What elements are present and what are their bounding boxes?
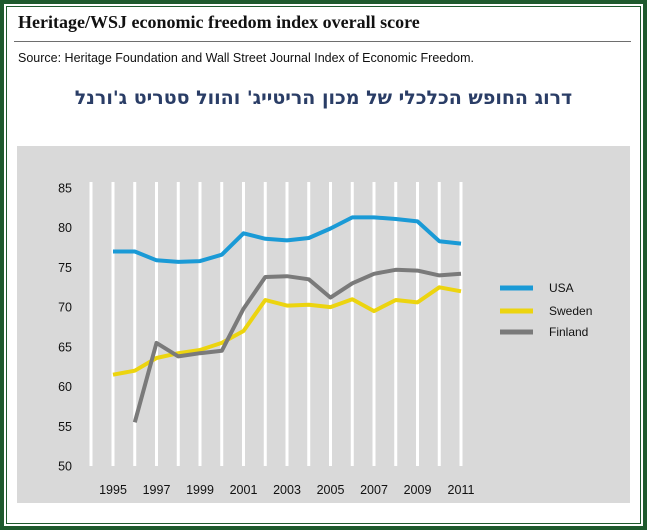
x-tick-label-2007: 2007 [360,483,388,497]
series-lines [112,215,462,423]
x-tick-label-1995: 1995 [99,483,127,497]
plot-area [17,146,630,503]
series-line-usa [113,215,462,264]
y-tick-label-85: 85 [58,182,72,196]
x-tick-label-2009: 2009 [404,483,432,497]
hebrew-subtitle: דרוג החופש הכלכלי של מכון הריטייג' והוול… [74,87,573,109]
legend-label-finland: Finland [549,325,588,339]
y-tick-label-75: 75 [58,261,72,275]
y-axis-ticks: 50 55 60 65 70 75 80 85 [58,182,72,474]
x-axis-ticks: 1995 1997 1999 2001 2003 2005 2007 2009 2011 [99,483,474,497]
figure-title: Heritage/WSJ economic freedom index over… [18,12,420,32]
series-line-sweden [112,285,462,377]
x-tick-label-1999: 1999 [186,483,214,497]
gridlines [89,182,463,466]
title-divider [14,41,631,42]
source-note: Source: Heritage Foundation and Wall Str… [18,51,475,65]
x-tick-label-2001: 2001 [230,483,258,497]
x-tick-label-2003: 2003 [273,483,301,497]
y-tick-label-60: 60 [58,380,72,394]
legend: USA Sweden Finland [500,281,592,339]
x-tick-label-2005: 2005 [317,483,345,497]
x-tick-label-1997: 1997 [143,483,171,497]
legend-label-sweden: Sweden [549,304,592,318]
y-tick-label-65: 65 [58,340,72,354]
y-tick-label-50: 50 [58,460,72,474]
series-line-finland [132,267,462,423]
legend-label-usa: USA [549,281,574,295]
y-tick-label-80: 80 [58,221,72,235]
y-tick-label-70: 70 [58,301,72,315]
x-tick-label-2011: 2011 [448,483,475,497]
y-tick-label-55: 55 [58,420,72,434]
